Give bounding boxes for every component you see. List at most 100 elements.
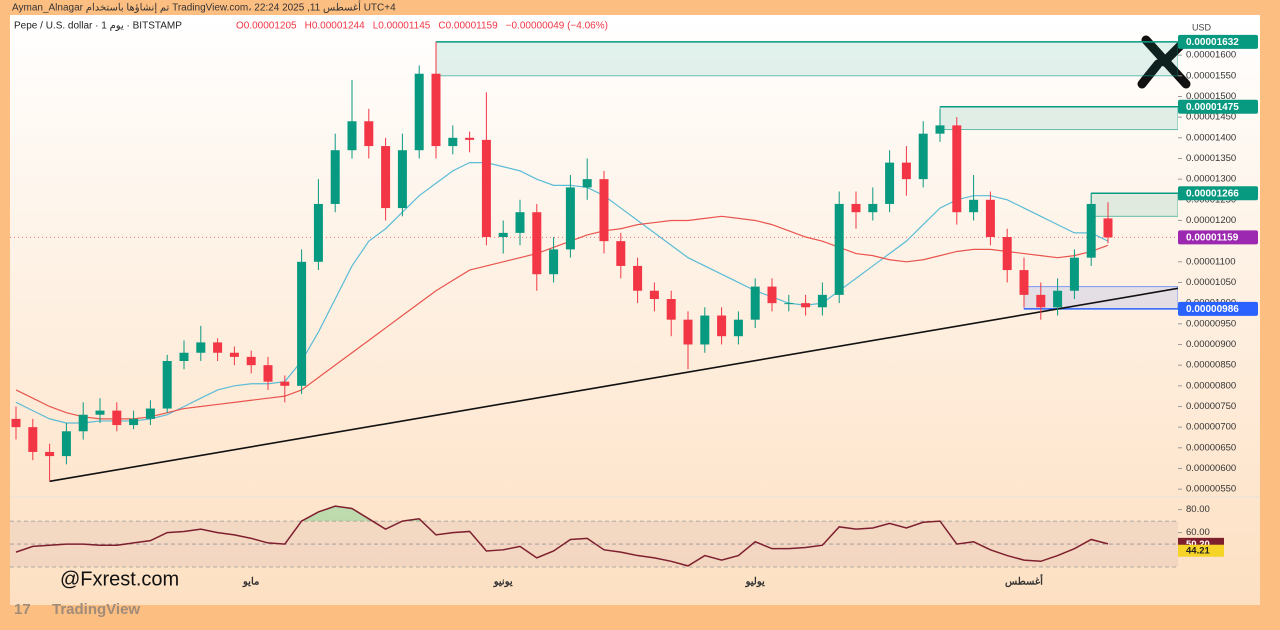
trendline <box>49 287 1178 483</box>
y-tick-label: 0.00001450 <box>1186 112 1236 123</box>
price-tag <box>1178 301 1258 316</box>
candle-body <box>935 125 945 134</box>
candle-body <box>801 303 811 308</box>
y-tick-label: 0.00000700 <box>1186 422 1236 433</box>
y-tick-label: 0.00000950 <box>1186 318 1236 329</box>
candle-body <box>515 212 525 233</box>
candle-body <box>649 290 659 300</box>
candle-body <box>196 342 206 353</box>
y-tick-label: 0.00001350 <box>1186 153 1236 164</box>
x-tick-label: أغسطس <box>1005 575 1043 588</box>
candle-body <box>179 352 189 362</box>
candle-body <box>78 414 88 432</box>
candle-body <box>1086 203 1096 258</box>
y-tick-label: 0.00000650 <box>1186 442 1236 453</box>
chart-background <box>10 15 1260 605</box>
y-tick-label: 0.00001400 <box>1186 132 1236 143</box>
price-tag <box>1178 99 1258 114</box>
candle-body <box>767 286 777 304</box>
candle-body <box>112 410 122 426</box>
price-tag-label: 0.00001159 <box>1186 233 1239 244</box>
candle-body <box>347 121 357 151</box>
candle-body <box>465 137 475 140</box>
symbol: Pepe / U.S. dollar · 1 يوم · BITSTAMP <box>14 21 182 32</box>
currency: USD <box>1192 22 1212 32</box>
y-tick-label: 0.00000550 <box>1186 484 1236 495</box>
candle-body <box>1019 270 1029 295</box>
candle-body <box>28 427 38 452</box>
price-tag-label: 0.00001632 <box>1186 37 1239 48</box>
zone <box>939 106 1178 131</box>
candle-body <box>985 199 995 238</box>
candle-body <box>817 294 827 308</box>
candle-body <box>448 137 458 147</box>
candle-body <box>599 179 609 242</box>
candle-body <box>750 286 760 320</box>
candle-body <box>1069 257 1079 291</box>
y-tick-label: 80.00 <box>1186 504 1210 515</box>
candle-body <box>733 319 743 337</box>
candle-body <box>1002 237 1012 271</box>
candle-body <box>633 265 643 291</box>
y-tick-label: 0.00000800 <box>1186 380 1236 391</box>
brand-icon: 17 <box>14 601 31 618</box>
candle-body <box>246 356 256 366</box>
y-tick-label: 0.00000850 <box>1186 360 1236 371</box>
candle-body <box>565 187 575 250</box>
candle-body <box>129 418 139 426</box>
price-tag-label: 0.00001266 <box>1186 188 1239 199</box>
candle-body <box>364 121 374 147</box>
candle-body <box>851 203 861 213</box>
zone <box>435 41 1178 77</box>
candle-body <box>834 203 844 295</box>
candle-body <box>145 408 155 419</box>
candle-body <box>969 199 979 213</box>
candle-body <box>784 303 794 305</box>
zone <box>1023 286 1178 310</box>
candle-body <box>1036 294 1046 308</box>
candle-body <box>263 365 273 382</box>
price-tag <box>1178 34 1258 49</box>
y-tick-label: 0.00000600 <box>1186 463 1236 474</box>
y-tick-label: 60.00 <box>1186 527 1210 538</box>
y-tick-label: 0.00001050 <box>1186 277 1236 288</box>
candle-body <box>313 203 323 262</box>
ohlc-value: C0.00001159 <box>438 21 498 32</box>
candle-body <box>162 361 172 409</box>
rsi-tag-label: 44.21 <box>1186 546 1210 557</box>
x-tick-label: يونيو <box>493 577 513 588</box>
price-tag <box>1178 230 1258 245</box>
moving-average <box>15 215 1109 420</box>
header: Ayman_Alnagar تم إنشاؤها باستخدام Tradin… <box>12 1 396 14</box>
candle-body <box>330 150 340 204</box>
price-plot <box>10 41 1178 483</box>
candle-body <box>532 212 542 275</box>
candle-body <box>901 162 911 180</box>
y-tick-label: 0.00001600 <box>1186 50 1236 61</box>
y-tick-label: 0.00001200 <box>1186 215 1236 226</box>
y-tick-label: 0.00001100 <box>1186 256 1236 267</box>
candle-body <box>700 315 710 345</box>
price-tag-label: 0.00000986 <box>1186 304 1239 315</box>
candle-body <box>582 179 592 188</box>
candle-body <box>61 431 71 457</box>
candle-body <box>45 451 55 457</box>
candle-body <box>414 73 424 151</box>
moving-average <box>15 162 1109 424</box>
candle-body <box>918 133 928 180</box>
x-tick-label: مايو <box>242 577 259 588</box>
candle-body <box>885 162 895 204</box>
y-tick-label: 0.00000750 <box>1186 401 1236 412</box>
candle-body <box>95 410 105 415</box>
candle-body <box>868 203 878 213</box>
candle-body <box>549 249 559 275</box>
candle-body <box>717 315 727 337</box>
candle-body <box>1103 218 1113 238</box>
ohlc-value: O0.00001205 <box>236 21 297 32</box>
y-tick-label: 0.00001300 <box>1186 174 1236 185</box>
candle-body <box>683 319 693 345</box>
watermark: @Fxrest.com <box>60 568 179 590</box>
zone <box>1090 192 1178 217</box>
